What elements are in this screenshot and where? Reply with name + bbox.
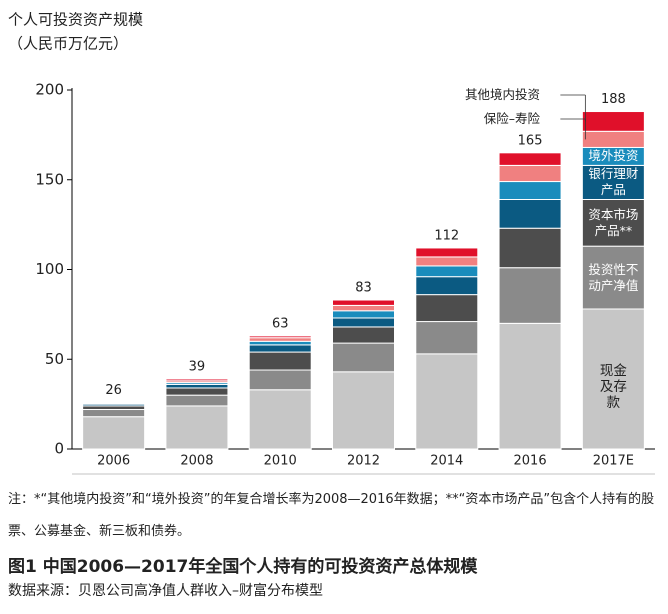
bar-segment <box>332 326 395 344</box>
bar-segment <box>248 337 312 342</box>
x-tick-label: 2017E <box>593 454 634 469</box>
total-label: 188 <box>601 92 626 107</box>
bar-segment <box>332 317 395 328</box>
note: 注：*“其他境内投资”和“境外投资”的年复合增长率为2008—2016年数据；*… <box>8 492 655 539</box>
total-label: 63 <box>272 316 289 331</box>
bar-segment <box>581 164 645 200</box>
bar-segment <box>498 227 562 269</box>
figure-title: 图1 中国2006—2017年全国个人持有的可投资资产总体规模 <box>8 557 478 577</box>
bar-segment <box>415 256 479 267</box>
bar-segment <box>332 304 395 312</box>
total-label: 26 <box>105 383 122 398</box>
bar-segment <box>498 164 562 183</box>
bar-segment <box>415 353 479 450</box>
x-tick-label: 2010 <box>264 454 297 469</box>
source: 数据来源：贝恩公司高净值人群收入–财富分布模型 <box>8 583 323 599</box>
bar-segment <box>82 405 146 411</box>
bar-segment <box>498 198 562 229</box>
bar-segment <box>248 389 312 450</box>
bar-segment <box>82 416 146 450</box>
bar-segment <box>581 308 645 450</box>
bar-segment <box>581 130 645 148</box>
chart-subtitle: （人民币万亿元） <box>8 35 128 53</box>
bar-segment <box>332 299 395 306</box>
bar-segment <box>332 342 395 373</box>
series-label: 境外投资 <box>588 148 639 164</box>
series-label: 其他境内投资 <box>464 87 540 102</box>
bar-segment <box>415 276 479 296</box>
bar-segment <box>248 344 312 353</box>
bar-segment <box>581 245 645 310</box>
bar-segment <box>332 371 395 450</box>
total-label: 39 <box>189 359 206 374</box>
bar-segment <box>498 152 562 166</box>
bar-segment <box>415 321 479 355</box>
bar-segment <box>415 294 479 323</box>
total-label: 165 <box>518 133 543 148</box>
bar-segment <box>498 322 562 450</box>
x-tick-label: 2014 <box>430 454 463 469</box>
x-tick-label: 2012 <box>347 454 380 469</box>
series-label: 资本市场产品** <box>588 206 639 238</box>
series-label: 投资性不动产净值 <box>588 261 639 293</box>
y-tick-label: 150 <box>35 170 64 188</box>
bar-segment <box>248 340 312 346</box>
chart-title: 个人可投资资产规模 <box>8 11 143 29</box>
bar-segment <box>498 267 562 324</box>
bar-segment <box>165 387 229 396</box>
bar-segment <box>248 369 312 391</box>
x-tick-label: 2008 <box>180 454 213 469</box>
y-tick-label: 0 <box>54 440 64 458</box>
y-tick-label: 200 <box>35 81 64 99</box>
y-tick-label: 100 <box>35 260 64 278</box>
series-label: 保险–寿险 <box>483 111 540 126</box>
bar-segment <box>165 405 229 450</box>
bar-segment <box>248 351 312 371</box>
total-label: 83 <box>355 281 372 296</box>
bar-segment <box>498 181 562 200</box>
series-label: 现金及存款 <box>599 362 627 411</box>
x-tick-label: 2006 <box>97 454 130 469</box>
bar-segment <box>165 394 229 407</box>
bar-segment <box>581 198 645 247</box>
x-tick-label: 2016 <box>514 454 547 469</box>
bar-segment <box>82 409 146 418</box>
total-label: 112 <box>434 228 459 243</box>
bar-segment <box>165 378 229 382</box>
series-label: 银行理财产品 <box>588 166 639 198</box>
bar-segment <box>581 111 645 132</box>
y-tick-label: 50 <box>45 350 64 368</box>
bar-segment <box>415 265 479 278</box>
bar-segment <box>415 247 479 258</box>
bar-segment <box>165 383 229 389</box>
bar-segment <box>248 335 312 339</box>
bar-segment <box>332 310 395 319</box>
